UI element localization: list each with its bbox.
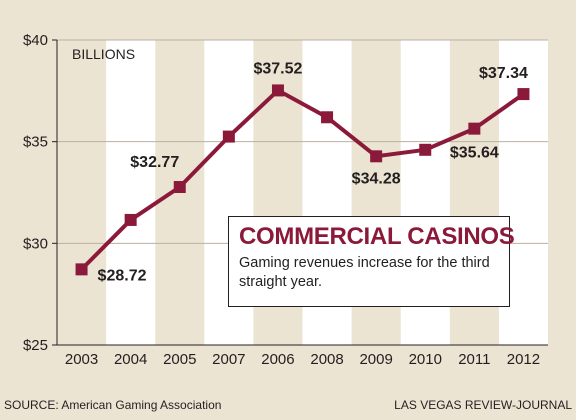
x-tick-label: 2006: [261, 351, 294, 368]
x-axis-ticks: 2003 2004 2005 2007 2006 2008 2009 2010 2011 2012: [65, 351, 540, 368]
data-point: [222, 130, 235, 143]
publisher-credit: LAS VEGAS REVIEW-JOURNAL: [394, 398, 572, 412]
data-point: [75, 263, 88, 276]
x-tick-label: 2005: [163, 351, 196, 368]
data-point: [468, 122, 481, 135]
y-axis-ticks: $25 $30 $35 $40: [23, 32, 57, 354]
data-label: $35.64: [450, 145, 499, 162]
data-point: [370, 150, 383, 163]
chart-subtitle: Gaming revenues increase for the third s…: [239, 255, 490, 290]
x-tick-label: 2012: [507, 351, 540, 368]
x-tick-label: 2009: [359, 351, 392, 368]
data-label: $34.28: [352, 170, 401, 187]
revenue-series: [75, 84, 530, 276]
data-point: [419, 143, 432, 156]
data-point: [321, 111, 334, 124]
chart-title-box: COMMERCIAL CASINOS Gaming revenues incre…: [228, 216, 515, 307]
x-tick-label: 2010: [409, 351, 442, 368]
data-label: $37.52: [253, 60, 302, 77]
y-tick-label: $40: [23, 32, 48, 49]
data-label: $37.34: [479, 65, 528, 82]
band: [57, 40, 107, 345]
axes: [56, 40, 548, 346]
data-label: $28.72: [98, 267, 147, 284]
y-tick-label: $35: [23, 134, 48, 151]
x-tick-label: 2003: [65, 351, 98, 368]
unit-label: BILLIONS: [72, 46, 135, 62]
chart-title: COMMERCIAL CASINOS: [239, 223, 515, 250]
series-line: [80, 88, 525, 271]
data-label: $32.77: [130, 154, 179, 171]
y-tick-label: $25: [23, 337, 48, 354]
data-point: [173, 181, 186, 194]
x-tick-label: 2008: [310, 351, 343, 368]
x-tick-label: 2011: [458, 351, 490, 368]
data-point: [271, 84, 284, 97]
data-labels: $28.72 $32.77 $37.52 $34.28 $35.64 $37.34: [98, 60, 528, 284]
source-note: SOURCE: American Gaming Association: [4, 398, 222, 412]
data-point: [517, 88, 530, 101]
x-tick-label: 2007: [212, 351, 245, 368]
x-tick-label: 2004: [114, 351, 147, 368]
y-tick-label: $30: [23, 235, 48, 252]
data-point: [124, 213, 137, 226]
